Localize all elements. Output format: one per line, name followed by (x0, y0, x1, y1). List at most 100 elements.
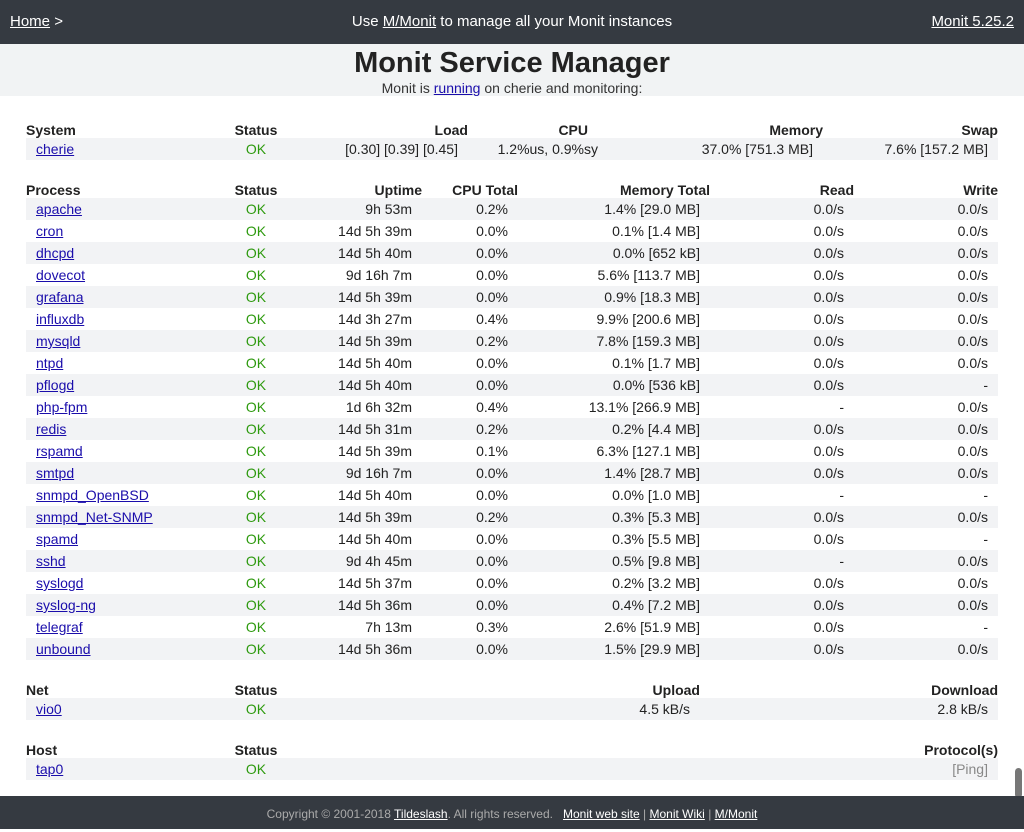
process-row: redis OK 14d 5h 31m 0.2% 0.2% [4.4 MB] 0.0/s 0… (26, 418, 998, 440)
status-ok: OK (226, 264, 286, 286)
running-link[interactable]: running (433, 80, 481, 96)
memory-total-value: 1.4% [28.7 MB] (518, 462, 710, 484)
process-link-sshd[interactable]: sshd (36, 553, 66, 569)
process-name-cell: syslogd (26, 572, 226, 594)
process-name-cell: telegraf (26, 616, 226, 638)
host-link-tap0[interactable]: tap0 (36, 761, 64, 777)
status-ok: OK (226, 594, 286, 616)
process-link-syslogd[interactable]: syslogd (36, 575, 84, 591)
process-link-dhcpd[interactable]: dhcpd (36, 245, 75, 261)
host-row: tap0 OK [Ping] (26, 758, 998, 780)
process-link-syslog-ng[interactable]: syslog-ng (36, 597, 96, 613)
write-value: 0.0/s (854, 418, 998, 440)
footer-separator: | (643, 807, 647, 821)
write-value: - (854, 484, 998, 506)
read-value: 0.0/s (710, 220, 854, 242)
mmonit-promo: Use M/Monit to manage all your Monit ins… (0, 13, 1024, 30)
process-link-dovecot[interactable]: dovecot (36, 267, 86, 283)
write-value: 0.0/s (854, 352, 998, 374)
load-value: [0.30] [0.39] [0.45] (286, 138, 468, 160)
process-name-cell: snmpd_Net-SNMP (26, 506, 226, 528)
process-row: smtpd OK 9d 16h 7m 0.0% 1.4% [28.7 MB] 0.0/s 0… (26, 462, 998, 484)
process-link-telegraf[interactable]: telegraf (36, 619, 83, 635)
process-link-grafana[interactable]: grafana (36, 289, 84, 305)
version-link[interactable]: Monit 5.25.2 (931, 13, 1014, 30)
process-name-cell: mysqld (26, 330, 226, 352)
write-value: 0.0/s (854, 594, 998, 616)
status-ok: OK (226, 698, 286, 720)
tildeslash-link[interactable]: Tildeslash (394, 807, 448, 821)
process-link-influxdb[interactable]: influxdb (36, 311, 85, 327)
memory-total-value: 0.9% [18.3 MB] (518, 286, 710, 308)
write-value: 0.0/s (854, 462, 998, 484)
process-rows: apache OK 9h 53m 0.2% 1.4% [29.0 MB] 0.0/s 0.0… (26, 198, 998, 660)
write-value: 0.0/s (854, 572, 998, 594)
memory-total-value: 0.0% [652 kB] (518, 242, 710, 264)
process-link-snmpd_Net-SNMP[interactable]: snmpd_Net-SNMP (36, 509, 153, 525)
write-value: 0.0/s (854, 638, 998, 660)
process-name-cell: snmpd_OpenBSD (26, 484, 226, 506)
process-link-php-fpm[interactable]: php-fpm (36, 399, 88, 415)
process-name-cell: apache (26, 198, 226, 220)
monit-website-link[interactable]: Monit web site (562, 807, 640, 821)
process-row: syslogd OK 14d 5h 37m 0.0% 0.2% [3.2 MB] 0.0/… (26, 572, 998, 594)
process-link-redis[interactable]: redis (36, 421, 67, 437)
read-value: - (710, 396, 854, 418)
status-ok: OK (226, 638, 286, 660)
process-link-snmpd_OpenBSD[interactable]: snmpd_OpenBSD (36, 487, 149, 503)
process-link-ntpd[interactable]: ntpd (36, 355, 64, 371)
process-name-cell: ntpd (26, 352, 226, 374)
download-value: 2.8 kB/s (700, 698, 998, 720)
read-value: 0.0/s (710, 440, 854, 462)
uptime-value: 14d 5h 40m (286, 528, 422, 550)
mmonit-footer-link[interactable]: M/Monit (714, 807, 758, 821)
net-row: vio0 OK 4.5 kB/s 2.8 kB/s (26, 698, 998, 720)
process-name-cell: pflogd (26, 374, 226, 396)
download-col-header: Download (931, 682, 998, 698)
subtitle-suffix: on cherie and monitoring: (480, 80, 643, 96)
cpu-col-header: CPU (558, 122, 588, 138)
process-row: snmpd_Net-SNMP OK 14d 5h 39m 0.2% 0.3% [5.3 … (26, 506, 998, 528)
process-link-spamd[interactable]: spamd (36, 531, 79, 547)
cpu-total-value: 0.2% (422, 418, 518, 440)
write-value: 0.0/s (854, 264, 998, 286)
process-link-rspamd[interactable]: rspamd (36, 443, 83, 459)
read-value: 0.0/s (710, 462, 854, 484)
process-link-unbound[interactable]: unbound (36, 641, 91, 657)
status-ok: OK (226, 374, 286, 396)
uptime-value: 14d 5h 40m (286, 484, 422, 506)
home-link[interactable]: Home (10, 13, 51, 30)
status-ok: OK (226, 462, 286, 484)
write-value: 0.0/s (854, 396, 998, 418)
page-header: Monit Service Manager Monit is running o… (0, 44, 1024, 96)
system-row: cherie OK [0.30] [0.39] [0.45] 1.2%us, 0… (26, 138, 998, 160)
process-link-smtpd[interactable]: smtpd (36, 465, 75, 481)
scrollbar-thumb[interactable] (1015, 768, 1022, 798)
net-link-vio0[interactable]: vio0 (36, 701, 62, 717)
status-ok: OK (226, 198, 286, 220)
system-link-cherie[interactable]: cherie (36, 141, 75, 157)
page-subtitle: Monit is running on cherie and monitorin… (0, 80, 1024, 96)
write-value: 0.0/s (854, 308, 998, 330)
cpu-total-value: 0.0% (422, 352, 518, 374)
process-link-pflogd[interactable]: pflogd (36, 377, 75, 393)
read-value: - (710, 550, 854, 572)
read-value: 0.0/s (710, 264, 854, 286)
process-link-cron[interactable]: cron (36, 223, 64, 239)
process-row: syslog-ng OK 14d 5h 36m 0.0% 0.4% [7.2 MB] 0.… (26, 594, 998, 616)
system-table: System Status Load CPU Memory Swap cheri… (26, 118, 998, 160)
process-row: ntpd OK 14d 5h 40m 0.0% 0.1% [1.7 MB] 0.0/s 0.… (26, 352, 998, 374)
mmonit-link[interactable]: M/Monit (382, 13, 437, 30)
process-link-mysqld[interactable]: mysqld (36, 333, 81, 349)
process-header-row: Process Status Uptime CPU Total Memory T… (26, 178, 998, 198)
memory-total-value: 0.2% [3.2 MB] (518, 572, 710, 594)
upload-col-header: Upload (652, 682, 700, 698)
main-content: System Status Load CPU Memory Swap cheri… (26, 96, 998, 780)
process-row: telegraf OK 7h 13m 0.3% 2.6% [51.9 MB] 0.0/s - (26, 616, 998, 638)
monit-wiki-link[interactable]: Monit Wiki (649, 807, 705, 821)
cpu-total-value: 0.0% (422, 264, 518, 286)
read-value: 0.0/s (710, 330, 854, 352)
process-row: influxdb OK 14d 3h 27m 0.4% 9.9% [200.6 MB] 0… (26, 308, 998, 330)
process-link-apache[interactable]: apache (36, 201, 82, 217)
memory-total-value: 2.6% [51.9 MB] (518, 616, 710, 638)
